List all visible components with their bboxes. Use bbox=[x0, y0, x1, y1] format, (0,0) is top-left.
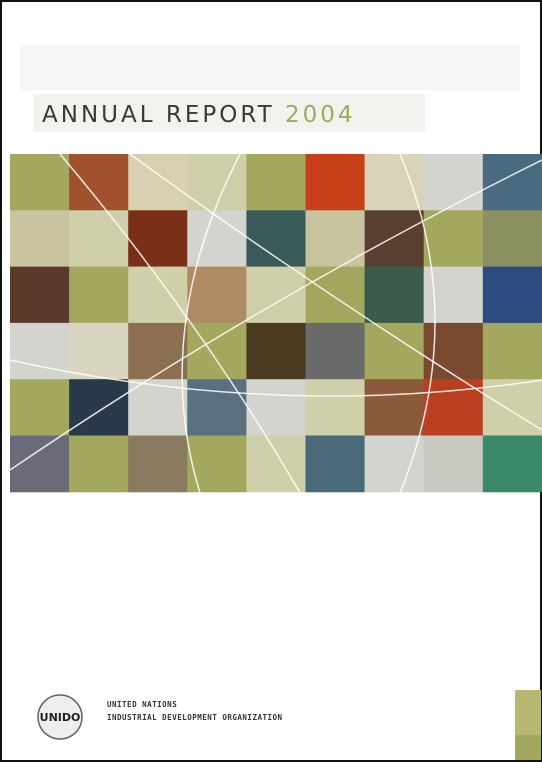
mosaic-tile bbox=[187, 267, 247, 324]
cover: ANNUAL REPORT 2004 UNIDO UNITED NATIONS … bbox=[0, 0, 542, 762]
mosaic-tile bbox=[128, 210, 188, 267]
mosaic-tile bbox=[483, 267, 542, 324]
mosaic-tile bbox=[365, 379, 425, 436]
mosaic-tile bbox=[365, 436, 425, 493]
mosaic-tile bbox=[424, 154, 484, 211]
title-text: ANNUAL REPORT bbox=[42, 102, 275, 128]
mosaic-tile bbox=[69, 379, 129, 436]
mosaic-tile bbox=[10, 154, 70, 211]
corner-block-lower bbox=[515, 735, 541, 760]
mosaic-tile bbox=[10, 267, 70, 324]
logo-text: UNIDO bbox=[40, 711, 81, 724]
mosaic-tile bbox=[246, 323, 306, 380]
mosaic-tile bbox=[69, 323, 129, 380]
mosaic-tile bbox=[187, 379, 247, 436]
header-band bbox=[20, 45, 520, 90]
mosaic-tile bbox=[483, 379, 542, 436]
mosaic-tile bbox=[128, 436, 188, 493]
title: ANNUAL REPORT 2004 bbox=[42, 102, 356, 128]
mosaic-tile bbox=[187, 436, 247, 493]
title-year: 2004 bbox=[285, 102, 356, 128]
mosaic-tile bbox=[306, 323, 366, 380]
mosaic-tile bbox=[483, 154, 542, 211]
mosaic-tile bbox=[306, 210, 366, 267]
mosaic-tile bbox=[306, 154, 366, 211]
mosaic-tile bbox=[246, 210, 306, 267]
mosaic-tile bbox=[128, 267, 188, 324]
mosaic-tile bbox=[483, 323, 542, 380]
mosaic-tile bbox=[69, 267, 129, 324]
mosaic-tile bbox=[483, 436, 542, 493]
mosaic-tile bbox=[424, 210, 484, 267]
mosaic-tile bbox=[69, 436, 129, 493]
mosaic-tile bbox=[187, 210, 247, 267]
logo: UNIDO bbox=[38, 695, 82, 739]
mosaic-tile bbox=[128, 323, 188, 380]
mosaic-tile bbox=[10, 323, 70, 380]
org-line: UNITED NATIONS bbox=[107, 700, 177, 709]
mosaic-tile bbox=[306, 267, 366, 324]
mosaic-tile bbox=[246, 154, 306, 211]
mosaic-tile bbox=[365, 154, 425, 211]
mosaic-tile bbox=[10, 210, 70, 267]
mosaic-tile bbox=[424, 436, 484, 493]
mosaic-tile bbox=[128, 154, 188, 211]
mosaic-tile bbox=[306, 436, 366, 493]
mosaic-tile bbox=[246, 436, 306, 493]
mosaic-tile bbox=[306, 379, 366, 436]
org-line: INDUSTRIAL DEVELOPMENT ORGANIZATION bbox=[107, 713, 283, 722]
mosaic bbox=[10, 154, 542, 493]
mosaic-tile bbox=[246, 379, 306, 436]
mosaic-tile bbox=[69, 210, 129, 267]
mosaic-tile bbox=[483, 210, 542, 267]
mosaic-tile bbox=[365, 323, 425, 380]
mosaic-tile bbox=[365, 267, 425, 324]
mosaic-tile bbox=[365, 210, 425, 267]
mosaic-tile bbox=[10, 379, 70, 436]
